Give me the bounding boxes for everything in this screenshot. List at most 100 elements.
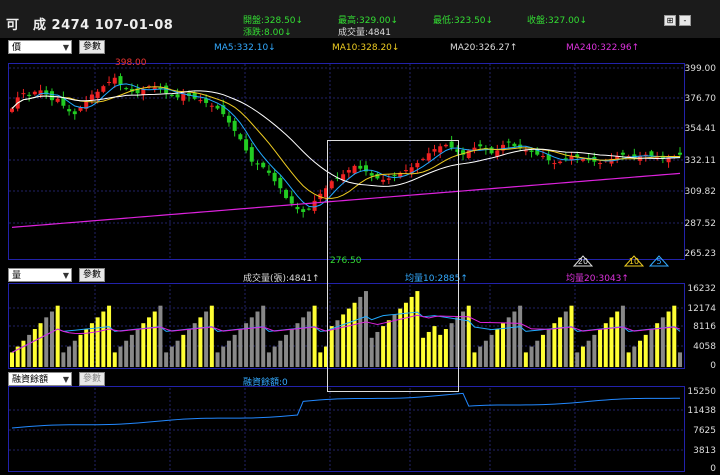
candle-body [101, 86, 106, 92]
volume-bar [563, 311, 568, 367]
high-price: 最高:329.00↓ [338, 16, 399, 26]
maximize-icon[interactable]: ⊞ [664, 15, 676, 26]
candle-body [569, 156, 574, 161]
volume-bar [592, 334, 597, 367]
ma10-line [11, 86, 680, 199]
price-params-button[interactable]: 參數 [79, 40, 105, 54]
candle-body [415, 163, 420, 168]
volume-bar [78, 334, 83, 367]
candle-body [586, 158, 591, 161]
volume-bar [289, 329, 294, 367]
volume-bar [101, 311, 106, 367]
volume-bar [403, 302, 408, 367]
high-marker: 398.00 [115, 58, 147, 68]
margin-chart-panel [8, 386, 685, 472]
candle-body [409, 167, 414, 174]
volume-bar [363, 291, 368, 367]
volume-bar [609, 317, 614, 367]
margin-type-select[interactable]: 融資餘額 ▼ [8, 372, 72, 386]
volume-bar [386, 320, 391, 367]
volume-bar [249, 317, 254, 367]
volume-bar [278, 340, 283, 367]
candle-body [141, 88, 146, 95]
volume-bar [141, 323, 146, 367]
candle-body [546, 154, 551, 161]
candle-body [295, 206, 300, 210]
volume-bar [49, 311, 54, 367]
candle-body [312, 200, 317, 211]
volume-bar [620, 305, 625, 367]
volume-bar [209, 305, 214, 367]
candle-body [363, 165, 368, 172]
volume-ytick: 16232 [687, 284, 716, 294]
ma10-triangle-icon[interactable]: 10 [625, 255, 643, 266]
volume-bar [204, 311, 209, 367]
candle-body [84, 101, 89, 109]
candle-body [324, 188, 329, 198]
ma240-line [11, 172, 681, 228]
ma240-label: MA240:322.96↑ [566, 43, 640, 53]
candle-body [472, 147, 477, 151]
candle-body [392, 175, 397, 177]
selection-box[interactable] [327, 140, 459, 392]
price-ytick: 287.52 [684, 219, 717, 229]
minimize-icon[interactable]: - [679, 15, 691, 26]
volume-bar [318, 352, 323, 367]
ma20-triangle-label: 20 [577, 257, 589, 266]
volume-type-select[interactable]: 量 ▼ [8, 268, 72, 282]
price-ytick: 309.82 [684, 187, 717, 197]
volume-ytick: 8116 [693, 322, 716, 332]
volume-bar [632, 346, 637, 367]
candle-body [175, 94, 180, 98]
volume-bar [598, 329, 603, 367]
volume-params-button[interactable]: 參數 [79, 268, 105, 282]
candle-body [540, 156, 545, 158]
candle-body [558, 161, 563, 164]
candle-body [209, 105, 214, 107]
volume-type-value: 量 [12, 271, 22, 281]
volume-bar [421, 337, 426, 367]
candle-body [495, 150, 500, 157]
ma20-triangle-icon[interactable]: 20 [574, 255, 592, 266]
volume-bar [443, 329, 448, 367]
volume-bar [415, 291, 420, 367]
price-chart-panel [8, 63, 685, 260]
open-price: 開盤:328.50↓ [243, 16, 304, 26]
volume-label: 成交量(張):4841↑ [243, 274, 320, 284]
chart-type-select[interactable]: 價 ▼ [8, 40, 72, 54]
candle-body [455, 149, 460, 152]
candle-body [44, 90, 49, 95]
candle-body [118, 76, 123, 85]
candle-body [461, 150, 466, 155]
candle-body [466, 150, 471, 159]
volume-avg20-line [11, 314, 681, 353]
volume-value: 成交量:4841 [338, 28, 391, 38]
candle-body [678, 152, 682, 155]
candle-body [232, 120, 237, 131]
candle-body [72, 111, 77, 115]
volume-bar [643, 334, 648, 367]
price-ytick: 376.70 [684, 94, 717, 104]
volume-bar [552, 323, 557, 367]
candle-body [186, 93, 191, 96]
candle-body [421, 158, 426, 160]
ma5-triangle-icon[interactable]: 5 [650, 255, 668, 266]
volume-bar [152, 311, 157, 367]
candle-body [375, 173, 380, 179]
candle-body [135, 88, 140, 94]
volume-bar [169, 346, 174, 367]
volume-bar [535, 340, 540, 367]
volume-bar [192, 323, 197, 367]
volume-bar [523, 352, 528, 367]
volume-bar [666, 311, 671, 367]
candle-body [261, 162, 266, 168]
volume-bar [461, 311, 466, 367]
margin-params-button[interactable]: 參數 [79, 372, 105, 386]
quote-header: 可 成 2474 107-01-08 開盤:328.50↓ 漲跌:8.00↓ 最… [0, 0, 720, 38]
volume-bar [540, 334, 545, 367]
candle-body [552, 163, 557, 165]
candle-body [27, 94, 32, 96]
volume-bar [455, 317, 460, 367]
candle-body [124, 88, 129, 90]
candle-body [181, 93, 186, 101]
